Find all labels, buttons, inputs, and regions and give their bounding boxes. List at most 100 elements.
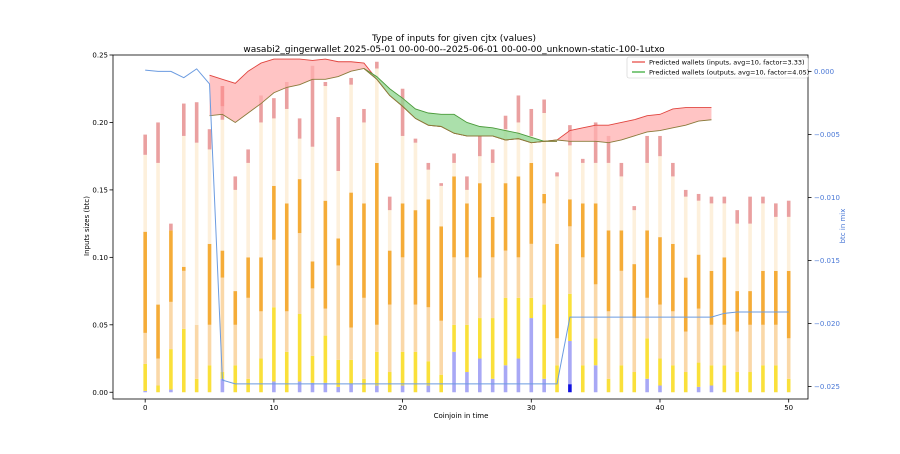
- y-axis-label: Inputs sizes (btc): [83, 196, 91, 256]
- bar-segment-cream: [529, 135, 534, 163]
- bar-segment-cream: [400, 135, 405, 204]
- bar-segment-yellow: [645, 338, 649, 379]
- x-tick-label: 30: [527, 404, 536, 412]
- bar-segment-pink: [143, 134, 147, 155]
- bar-segment-peach: [542, 203, 546, 305]
- bar-segment-peach: [645, 297, 649, 339]
- bar-segment-pink: [336, 117, 341, 172]
- bar-segment-pink: [259, 95, 263, 123]
- bar-segment-cream: [632, 210, 637, 265]
- bar-segment-cream: [735, 223, 740, 292]
- bar-segment-cream: [323, 86, 328, 201]
- axes: 0 10 20 30 40 50 0.00 0.05 0.10 0.15 0.20 0.25 0.000…: [92, 52, 840, 413]
- bar-segment-cream: [606, 162, 611, 231]
- bar-segment-peach: [568, 226, 572, 294]
- bar-segment-cream: [748, 223, 752, 292]
- bar-segment-orange: [568, 199, 572, 227]
- bar-segment-blue: [349, 384, 353, 393]
- bar-segment-cream: [683, 196, 688, 278]
- bar-segment-orange: [284, 203, 289, 312]
- bar-segment-orange: [786, 270, 791, 339]
- bar-segment-pink: [606, 135, 611, 163]
- bar-segment-peach: [774, 324, 778, 366]
- bar-segment-yellow: [555, 365, 559, 393]
- y2-tick-label: −0.015: [814, 257, 840, 265]
- plot-area: [143, 58, 791, 393]
- bar-segment-cream: [246, 162, 250, 258]
- bar-segment-yellow: [580, 365, 585, 393]
- bar-segment-pink: [452, 153, 456, 163]
- bar-segment-yellow: [542, 304, 546, 379]
- bar-segment-peach: [593, 284, 598, 339]
- bar-segment-orange: [709, 270, 714, 325]
- bar-segment-blue: [490, 378, 495, 393]
- bar-segment-peach: [375, 324, 379, 352]
- bar-segment-cream: [297, 138, 302, 180]
- bar-segment-yellow: [735, 372, 740, 393]
- bar-segment-cream: [452, 162, 456, 177]
- bar-segment-orange: [233, 291, 238, 325]
- bar-segment-yellow: [709, 365, 714, 386]
- bar-segment-yellow: [683, 372, 688, 393]
- bar-segment-pink: [233, 176, 238, 190]
- bar-segment-yellow: [284, 351, 289, 393]
- y-tick-label: 0.15: [92, 186, 108, 194]
- bar-segment-peach: [452, 257, 456, 325]
- chart-subtitle: wasabi2_gingerwallet 2025-05-01 00-00-00…: [243, 45, 665, 55]
- bar-segment-orange: [452, 176, 456, 258]
- bar-segment-orange: [645, 230, 649, 298]
- bar-segment-orange: [297, 179, 302, 234]
- bar-segment-cream: [156, 162, 160, 305]
- bar-segment-cream: [774, 216, 778, 271]
- btc-in-mix-line: [145, 68, 789, 385]
- bar-segment-yellow: [478, 318, 482, 359]
- bar-segment-pink: [722, 196, 727, 204]
- bar-segment-cream: [310, 146, 315, 262]
- x-tick-label: 40: [656, 404, 665, 412]
- bar-segment-yellow: [207, 365, 212, 393]
- legend-label-inputs: Predicted wallets (inputs, avg=10, facto…: [649, 59, 805, 67]
- bar-segment-peach: [735, 331, 740, 373]
- bar-segment-cream: [696, 200, 701, 255]
- y-tick-label: 0.25: [92, 52, 108, 60]
- bar-segment-cream: [516, 122, 521, 177]
- bar-segment-peach: [194, 324, 199, 379]
- bar-segment-orange: [735, 291, 740, 332]
- bar-segment-yellow: [233, 365, 238, 393]
- bar-segment-pink: [400, 88, 405, 136]
- y-tick-label: 0.05: [92, 321, 108, 329]
- bar-segment-pink: [658, 135, 662, 157]
- bar-segment-pink: [310, 65, 315, 147]
- bar-segment-orange: [529, 162, 534, 244]
- bar-segment-pink: [156, 122, 160, 163]
- bar-segment-peach: [683, 331, 688, 373]
- bar-segment-peach: [387, 304, 392, 373]
- bar-segment-orange: [349, 192, 353, 328]
- y-tick-label: 0.10: [92, 254, 108, 262]
- bar-segment-cream: [658, 156, 662, 238]
- bar-segment-blue: [645, 378, 649, 393]
- bar-segment-dark_blue: [568, 384, 572, 393]
- bar-segment-orange: [336, 238, 341, 266]
- bar-segment-yellow: [671, 365, 675, 393]
- bar-segment-blue: [272, 381, 276, 393]
- bar-segment-yellow: [387, 372, 392, 393]
- outputs-band-upper-edge: [363, 68, 558, 142]
- legend: Predicted wallets (inputs, avg=10, facto…: [626, 56, 809, 79]
- bar-segment-pink: [349, 77, 353, 85]
- legend-label-outputs: Predicted wallets (outputs, avg=10, fact…: [649, 69, 809, 77]
- bar-segment-yellow: [181, 328, 186, 393]
- bar-segment-blue: [542, 378, 546, 393]
- x-axis-label: Coinjoin in time: [434, 412, 489, 420]
- bar-segment-pink: [478, 135, 482, 157]
- bar-segment-blue: [516, 358, 521, 393]
- bar-segment-blue: [323, 382, 328, 393]
- bar-segment-pink: [387, 196, 392, 211]
- bar-segment-pink: [297, 118, 302, 139]
- bar-segment-pink: [529, 108, 534, 136]
- bar-segment-peach: [478, 277, 482, 319]
- bar-segment-orange: [555, 243, 559, 339]
- bar-segment-cream: [568, 145, 572, 200]
- bar-segment-orange: [362, 203, 366, 298]
